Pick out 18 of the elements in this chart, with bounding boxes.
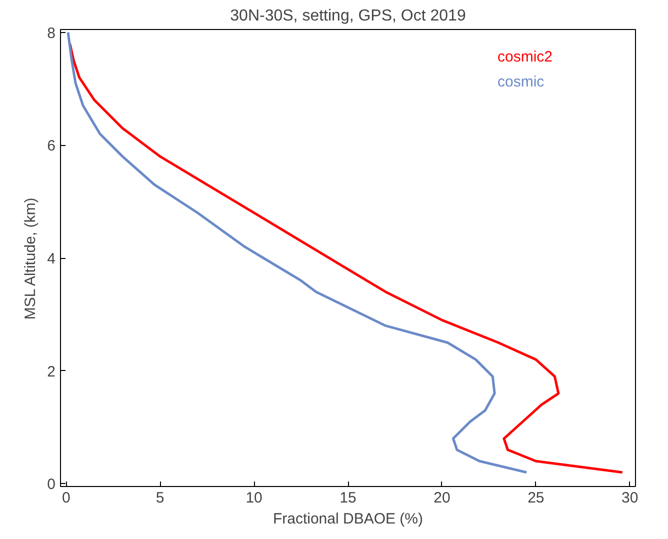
line-series [68, 42, 624, 474]
y-tick-label: 2 [47, 363, 56, 380]
x-tick-label: 0 [62, 490, 70, 506]
text: cosmic [498, 74, 545, 91]
x-tick-label: 25 [528, 490, 544, 506]
x-axis-title: Fractional DBAOE (%) [272, 510, 424, 528]
y-tick-label: 0 [47, 476, 56, 494]
y-tick-label: 8 [47, 24, 56, 42]
chart-title: 30N-30S, setting, GPS, Oct 2019 [230, 8, 466, 24]
y-tick-label: 4 [47, 250, 56, 268]
y-axis-title: MSL Altitude, (km) [22, 198, 40, 320]
x-tick-label: 20 [434, 490, 450, 506]
x-tick-label: 5 [156, 490, 164, 506]
text: cosmic2 [498, 48, 553, 66]
x-tick-label: 30 [622, 490, 638, 506]
x-tick-label: 15 [340, 490, 356, 506]
y-tick-label: 6 [47, 138, 56, 155]
x-tick-label: 10 [246, 490, 262, 506]
